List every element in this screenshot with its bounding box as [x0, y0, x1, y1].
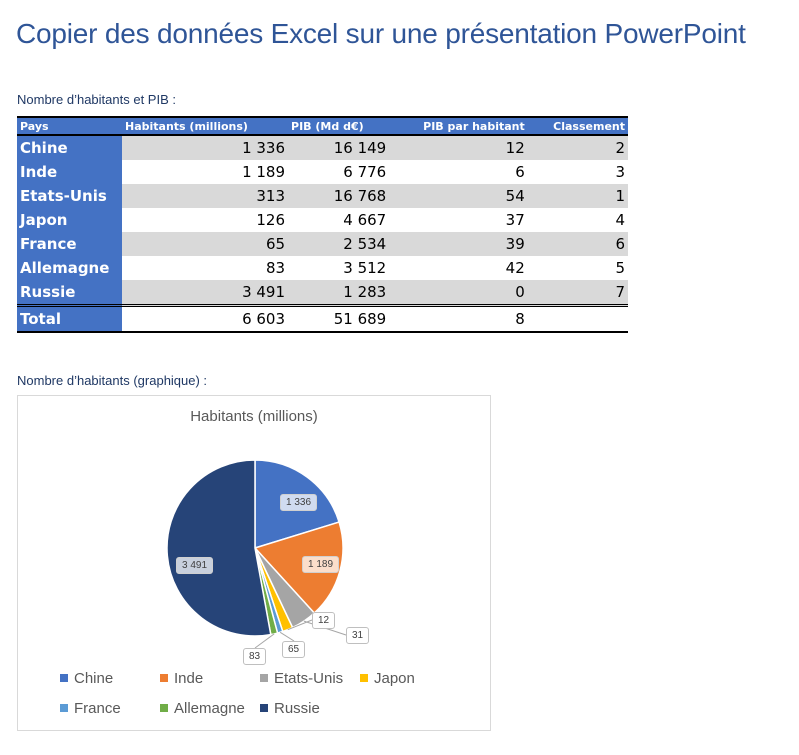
table-cell: 6	[527, 232, 628, 256]
table-row: Chine 1 336 16 149 12 2	[17, 135, 628, 160]
table-cell: 0	[389, 280, 528, 306]
data-label: 31	[346, 627, 370, 644]
data-label: 1 336	[280, 494, 318, 511]
table-cell: 16 149	[288, 135, 390, 160]
table-row: Japon 126 4 667 37 4	[17, 208, 628, 232]
table-cell: 2	[527, 135, 628, 160]
legend-swatch	[60, 704, 68, 712]
legend-swatch	[360, 674, 368, 682]
table-cell: 7	[527, 280, 628, 306]
table-cell: Chine	[17, 135, 122, 160]
table-cell: 83	[265, 259, 286, 277]
table-cell: 42	[505, 259, 525, 277]
page-title: Copier des données Excel sur une présent…	[16, 18, 746, 49]
legend-label: Russie	[274, 700, 320, 717]
total-cell	[527, 304, 628, 333]
legend-item: Etats-Unis	[260, 670, 343, 687]
total-cell: Total	[17, 304, 122, 333]
chart-title: Habitants (millions)	[190, 408, 318, 425]
leader-line	[279, 631, 295, 642]
table-cell: 2 534	[288, 232, 390, 256]
legend-label: Allemagne	[174, 700, 245, 717]
table-cell: 4 667	[343, 211, 387, 229]
total-cell: 51 689	[288, 304, 390, 333]
table-cell: 39	[389, 232, 528, 256]
table-cell: 6 776	[343, 163, 387, 181]
chart-caption: Nombre d’habitants (graphique) :	[17, 373, 208, 388]
total-cell: 8	[389, 304, 528, 333]
table-cell: Etats-Unis	[17, 184, 122, 208]
pie-slice-russie	[166, 459, 272, 637]
pie-chart: Habitants (millions) 1 336 1 189 31 12 65 83 3…	[17, 395, 491, 731]
legend-swatch	[260, 674, 268, 682]
table-row: Etats-Unis 313 16 768 54 1	[17, 184, 628, 208]
pie-svg	[166, 459, 347, 649]
legend-item: Allemagne	[160, 700, 245, 717]
data-label: 1 189	[302, 556, 340, 573]
table-row: Inde 1 189 6 776 6 3	[17, 160, 628, 184]
legend-swatch	[260, 704, 268, 712]
table-cell: 3 512	[343, 259, 387, 277]
table-cell: Russie	[17, 280, 122, 306]
table-cell: Allemagne	[17, 256, 122, 280]
table-cell: 16 768	[288, 184, 390, 208]
table-cell: 37	[505, 211, 525, 229]
legend-swatch	[60, 674, 68, 682]
table-row: Russie 3 491 1 283 0 7	[17, 280, 628, 306]
table-cell: 1	[527, 184, 628, 208]
total-cell: 6 603	[122, 304, 289, 333]
table-cell: 5	[615, 259, 625, 277]
legend-label: France	[74, 700, 121, 717]
table-cell: 65	[122, 232, 289, 256]
table-cell: 3 491	[122, 280, 289, 306]
legend-label: Inde	[174, 670, 204, 687]
legend-item: France	[60, 700, 121, 717]
table-cell: 126	[256, 211, 286, 229]
table-row: Allemagne 83 3 512 42 5	[17, 256, 628, 280]
table-cell: 313	[122, 184, 289, 208]
table-cell: 54	[389, 184, 528, 208]
legend-label: Etats-Unis	[274, 670, 344, 687]
legend-label: Chine	[74, 670, 114, 687]
table-cell: 12	[389, 135, 528, 160]
leader-line	[254, 633, 275, 649]
data-label: 3 491	[176, 557, 214, 574]
pie-slice-inde	[253, 521, 344, 615]
legend-item: Japon	[360, 670, 415, 687]
legend-swatch	[160, 704, 168, 712]
table-cell: Japon	[17, 208, 122, 232]
header-pib: PIB (Md d€)	[288, 116, 390, 136]
legend-label: Japon	[374, 670, 415, 687]
legend-item: Russie	[260, 700, 320, 717]
data-label: 65	[282, 641, 306, 658]
table-cell: Inde	[17, 160, 122, 184]
total-row: Total 6 603 51 689 8	[17, 304, 628, 333]
legend-item: Inde	[160, 670, 203, 687]
header-habitants: Habitants (millions)	[122, 116, 289, 136]
header-pays: Pays	[17, 116, 122, 136]
table-row: France 65 2 534 39 6	[17, 232, 628, 256]
header-pib-habitant: PIB par habitant	[389, 116, 528, 136]
table-cell: 6	[515, 163, 525, 181]
table-cell: 1 336	[122, 135, 289, 160]
table-cell: 1 189	[242, 163, 286, 181]
leader-line	[287, 619, 313, 631]
legend-item: Chine	[60, 670, 113, 687]
table-cell: 4	[615, 211, 625, 229]
data-label: 83	[243, 648, 267, 665]
data-table: Pays Habitants (millions) PIB (Md d€) PI…	[17, 116, 628, 333]
legend-swatch	[160, 674, 168, 682]
table-cell: France	[17, 232, 122, 256]
table-cell: 3	[615, 163, 625, 181]
data-label: 12	[312, 612, 336, 629]
header-classement: Classement	[527, 116, 628, 136]
table-cell: 1 283	[288, 280, 390, 306]
table-caption: Nombre d’habitants et PIB :	[17, 92, 176, 107]
